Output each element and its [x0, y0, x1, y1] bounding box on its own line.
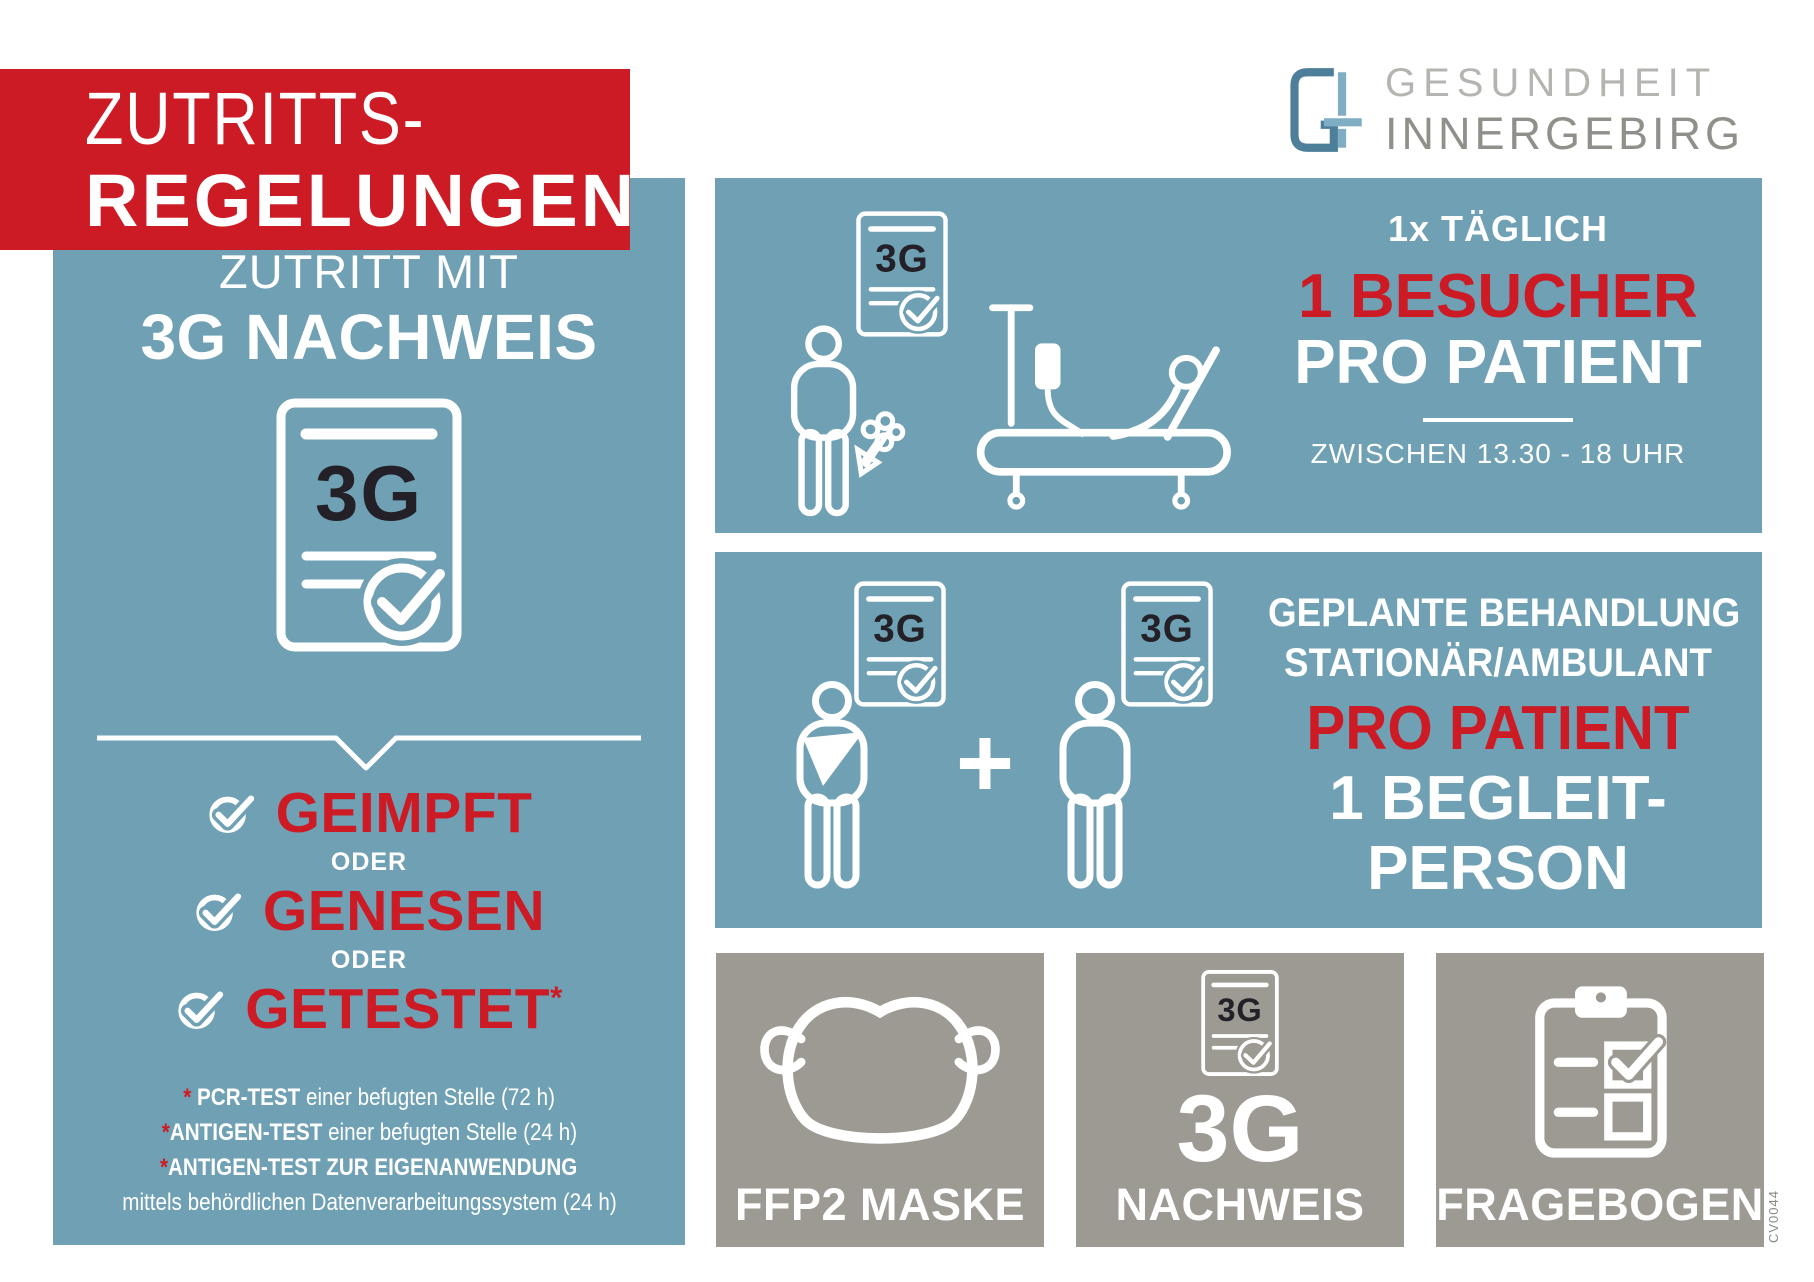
footnote-asterisk: * [550, 980, 563, 1015]
mask-label: FFP2 MASKE [734, 1179, 1026, 1230]
access-intro-bold: 3G NACHWEIS [140, 301, 598, 373]
3g-card-icon: 3G [854, 581, 946, 707]
3g-card-label: 3G [1140, 608, 1193, 651]
check-circle-icon [208, 791, 258, 834]
visitor-rules-panel: 3G [715, 178, 1762, 533]
ffp2-mask-icon [760, 996, 1000, 1144]
footnote-line: mittels behördlichen Datenverarbeitungss… [121, 1189, 617, 1216]
logo-text: GESUNDHEIT INNERGEBIRG [1385, 59, 1744, 161]
logo-name-bottom: INNERGEBIRG [1384, 108, 1744, 159]
logo-icon [1290, 68, 1362, 152]
option-getestet: GETESTET* [175, 977, 563, 1041]
treatment-rules-text: GEPLANTE BEHANDLUNG STATIONÄR/AMBULANT P… [1248, 588, 1748, 904]
logo-name-top: GESUNDHEIT [1384, 61, 1718, 105]
footnote-line: * PCR-TEST einer befugten Stelle (72 h) [183, 1084, 555, 1111]
3g-card-icon: 3G [276, 398, 462, 652]
visiting-hours: ZWISCHEN 13.30 - 18 UHR [1310, 438, 1686, 469]
hospital-bed-icon [976, 304, 1231, 510]
proof-label: NACHWEIS [1115, 1179, 1365, 1230]
visitor-rules-text: 1x TÄGLICH 1 BESUCHER PRO PATIENT ZWISCH… [1248, 208, 1748, 470]
3g-card-label: 3G [315, 449, 423, 537]
chevron-divider [97, 735, 641, 771]
access-rules-panel: ZUTRITT MIT 3G NACHWEIS 3G [53, 178, 685, 1245]
3g-card-label: 3G [875, 238, 928, 281]
test-footnotes: * PCR-TEST einer befugten Stelle (72 h) … [82, 1080, 657, 1220]
treatment-line-1: GEPLANTE BEHANDLUNG [1268, 591, 1741, 635]
check-circle-icon [178, 987, 227, 1030]
option-genesen: GENESEN [193, 879, 546, 943]
treatment-per-patient: PRO PATIENT [1306, 694, 1690, 763]
companion-person-icon [1059, 681, 1131, 889]
3g-proof-tile: 3G 3G NACHWEIS [1076, 953, 1404, 1247]
patient-with-sling-icon [796, 681, 868, 889]
visitor-per-patient: PRO PATIENT [1294, 328, 1702, 397]
option-label: GEIMPFT [275, 781, 533, 845]
title-line-2: REGELUNGEN [85, 158, 638, 242]
3g-card-icon: 3G [856, 211, 948, 337]
option-label: GETESTET* [245, 977, 563, 1041]
text-divider [1423, 418, 1573, 422]
option-geimpft: GEIMPFT [206, 781, 533, 845]
3g-card-icon: 3G [1121, 581, 1213, 707]
proof-big-label: 3G [1176, 1076, 1304, 1182]
3g-card-icon: 3G [1201, 970, 1279, 1076]
visitor-frequency: 1x TÄGLICH [1387, 208, 1609, 249]
check-circle-icon [196, 889, 245, 932]
access-intro-light: ZUTRITT MIT [219, 245, 519, 298]
access-options-list: GEIMPFT ODER GENESEN ODER [175, 781, 563, 1041]
arm-sling [803, 732, 863, 786]
title-line-1: ZUTRITTS- [85, 76, 426, 160]
option-separator: ODER [330, 848, 408, 876]
3g-card-label: 3G [873, 608, 926, 651]
treatment-line-2: STATIONÄR/AMBULANT [1284, 641, 1712, 685]
treatment-rules-panel: 3G + 3G [715, 552, 1762, 928]
companion-line-1: 1 BEGLEIT- [1329, 764, 1667, 833]
ffp2-mask-tile: FFP2 MASKE [716, 953, 1044, 1247]
questionnaire-label: FRAGEBOGEN [1436, 1179, 1764, 1230]
option-separator: ODER [330, 946, 408, 974]
companion-line-2: PERSON [1367, 834, 1629, 903]
title-banner: ZUTRITTS- REGELUNGEN [0, 69, 638, 250]
footnote-line: *ANTIGEN-TEST ZUR EIGENANWENDUNG [160, 1154, 578, 1181]
footnote-line: *ANTIGEN-TEST einer befugten Stelle (24 … [161, 1119, 577, 1146]
3g-card-label: 3G [1217, 991, 1262, 1028]
visitor-count: 1 BESUCHER [1298, 262, 1698, 331]
questionnaire-clipboard-icon [1535, 986, 1667, 1158]
plus-icon: + [955, 707, 1015, 819]
questionnaire-tile: FRAGEBOGEN [1436, 953, 1764, 1247]
document-code: CV0044 [1766, 1190, 1781, 1243]
organization-logo: GESUNDHEIT INNERGEBIRG [1283, 58, 1744, 162]
visitor-with-flowers-icon [790, 325, 906, 517]
option-label: GENESEN [262, 879, 546, 943]
